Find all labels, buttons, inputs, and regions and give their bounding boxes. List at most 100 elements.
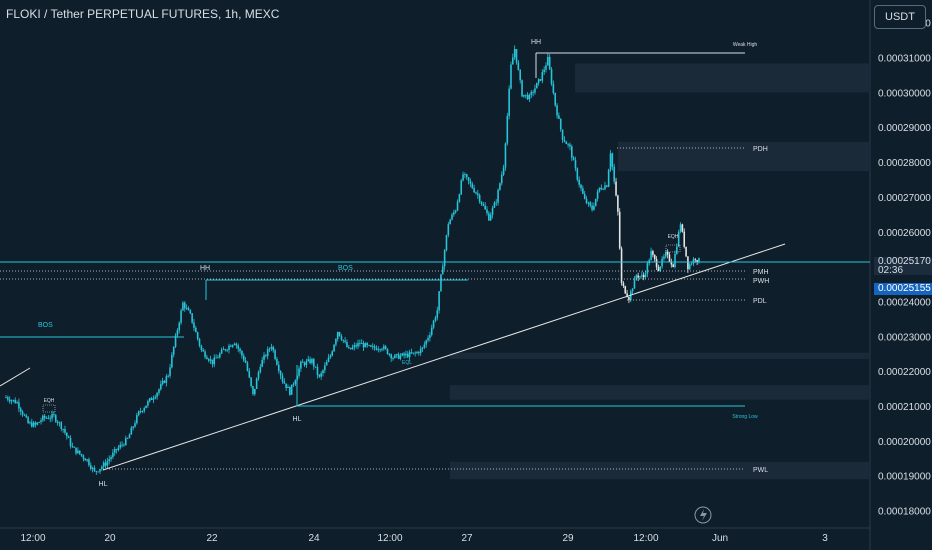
candle-body — [371, 346, 374, 348]
candle-body — [307, 359, 310, 362]
candle-body — [309, 359, 311, 364]
candle-body — [517, 62, 520, 70]
candle-body — [453, 212, 455, 215]
candle-body — [185, 307, 188, 309]
candle-body — [606, 185, 608, 187]
candle-body — [580, 184, 582, 189]
candle-body — [158, 389, 160, 393]
y-tick-label: 0.00031000 — [878, 54, 931, 65]
candle-body — [237, 345, 240, 349]
candle-body — [99, 468, 101, 472]
candle-body — [239, 348, 241, 352]
candle-body — [661, 258, 663, 267]
eql-label: EQL — [402, 360, 412, 366]
candle-body — [344, 340, 346, 342]
candle-body — [36, 422, 39, 425]
candle-body — [86, 459, 88, 461]
candle-body — [254, 388, 256, 395]
candle-body — [668, 254, 671, 262]
candle-body — [294, 380, 297, 385]
candle-body — [465, 174, 468, 178]
supply-demand-zone — [575, 63, 870, 93]
candle-body — [324, 365, 326, 371]
candle-body — [38, 421, 40, 423]
candle-body — [233, 343, 236, 345]
candle-body — [639, 276, 641, 278]
candle-body — [178, 322, 181, 331]
candle-body — [499, 183, 501, 190]
candle-body — [418, 352, 420, 354]
candle-body — [631, 288, 634, 292]
candle-body — [375, 348, 378, 350]
candle-body — [338, 331, 341, 337]
candle-body — [441, 266, 444, 275]
candle-body — [451, 214, 453, 220]
candle-body — [231, 344, 234, 347]
candle-body — [31, 422, 33, 427]
candle-body — [530, 92, 533, 95]
candle-body — [421, 347, 424, 349]
pmh-label: PMH — [753, 269, 769, 276]
candle-body — [301, 361, 304, 363]
candle-body — [521, 80, 523, 97]
candle-body — [8, 399, 11, 402]
candle-body — [602, 189, 604, 190]
candle-body — [289, 386, 291, 395]
eqh-box — [665, 244, 681, 253]
candle-body — [515, 49, 518, 63]
candle-body — [23, 414, 26, 416]
candle-body — [252, 386, 254, 395]
candle-body — [136, 415, 138, 424]
candle-body — [384, 346, 387, 349]
candle-body — [504, 143, 507, 168]
supply-demand-zone — [618, 141, 870, 172]
candle-body — [51, 414, 53, 419]
candle-body — [241, 351, 243, 356]
candle-body — [7, 397, 9, 400]
candle-body — [316, 366, 319, 375]
candle-body — [54, 415, 57, 422]
candle-body — [342, 339, 345, 341]
candle-body — [220, 349, 223, 354]
candle-body — [66, 432, 68, 437]
candle-body — [89, 465, 92, 469]
candle-body — [171, 354, 173, 368]
candle-body — [16, 402, 18, 404]
candle-body — [585, 198, 588, 204]
candle-body — [478, 195, 481, 202]
candle-body — [325, 361, 328, 366]
candle-body — [215, 357, 217, 359]
candle-body — [679, 224, 682, 233]
candle-body — [429, 335, 431, 338]
pdh-label: PDH — [753, 146, 768, 153]
candle-body — [209, 359, 212, 361]
candle-body — [663, 256, 665, 259]
candle-body — [71, 445, 74, 447]
supply-demand-zone — [450, 352, 870, 359]
last-price-value: 0.00025170 — [878, 256, 931, 267]
candle-body — [410, 352, 413, 354]
candle-body — [167, 375, 169, 377]
ascending-trendline — [102, 243, 786, 471]
candle-body — [195, 327, 197, 333]
candle-body — [687, 256, 689, 270]
candle-body — [379, 349, 381, 351]
candle-body — [67, 436, 70, 438]
candle-body — [615, 181, 617, 196]
candle-body — [202, 349, 205, 352]
y-tick-label: 0.00030000 — [878, 88, 931, 99]
candle-body — [388, 354, 391, 355]
candle-body — [547, 56, 549, 66]
x-tick-label: Jun — [712, 533, 728, 544]
candle-body — [261, 359, 263, 367]
candle-body — [355, 345, 357, 347]
candle-body — [475, 192, 477, 194]
candle-body — [572, 157, 575, 161]
currency-selector[interactable]: USDT — [874, 5, 926, 29]
candle-body — [198, 338, 201, 346]
candle-body — [97, 471, 99, 473]
candle-body — [102, 462, 105, 467]
candle-body — [191, 313, 193, 323]
